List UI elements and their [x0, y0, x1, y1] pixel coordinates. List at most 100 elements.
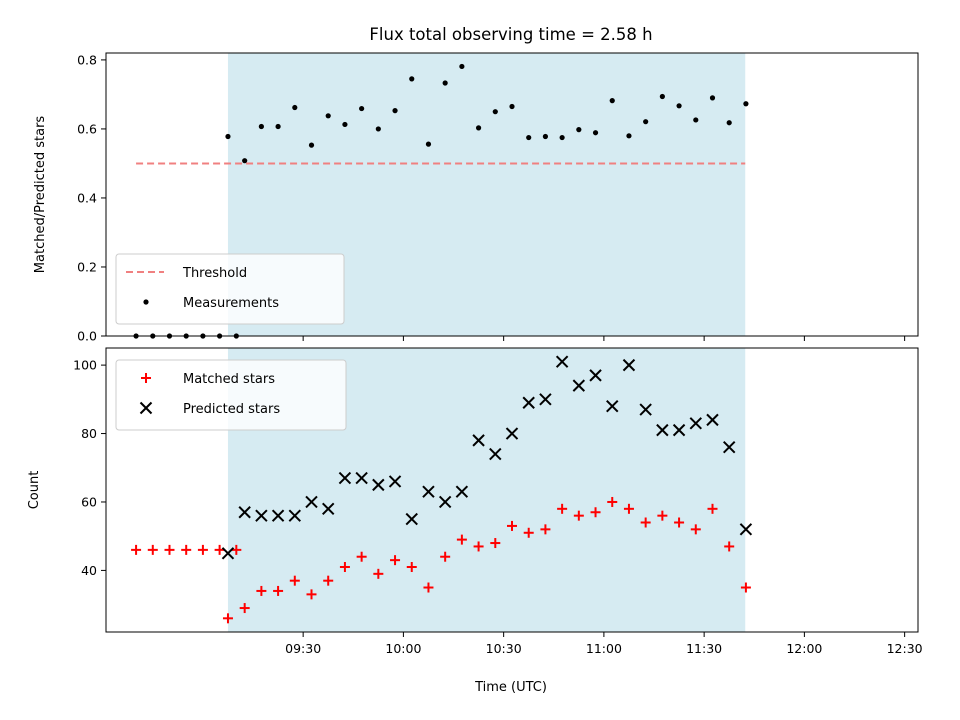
measurement-point	[693, 117, 699, 123]
matched-point	[640, 517, 651, 528]
measurement-point	[643, 119, 649, 125]
matched-point	[181, 544, 192, 555]
predicted-point	[472, 434, 485, 447]
x-tick-label: 10:30	[486, 641, 522, 656]
measurement-point	[659, 93, 665, 100]
measurement-point	[242, 158, 248, 164]
axes-frame	[105, 52, 919, 337]
legend: Matched stars Predicted stars	[115, 359, 347, 431]
matched-point	[131, 544, 142, 555]
matched-point	[557, 503, 568, 514]
matched-point	[473, 541, 484, 552]
predicted-point	[238, 506, 251, 519]
y-tick-label: 0.0	[77, 329, 97, 344]
predicted-point	[489, 447, 502, 461]
matched-point	[707, 503, 718, 514]
legend-label: Threshold	[182, 266, 247, 281]
predicted-point	[255, 509, 268, 522]
predicted-point	[355, 471, 368, 485]
y-tick-label: 80	[81, 426, 97, 441]
x-tick-label: 10:00	[385, 641, 421, 656]
matched-point	[289, 575, 300, 586]
predicted-point	[405, 512, 418, 526]
y-tick-label: 0.2	[77, 259, 97, 274]
measurement-point	[576, 127, 582, 133]
series-x-1	[221, 355, 753, 560]
measurement-point	[526, 134, 532, 141]
x-axis-label: Time (UTC)	[474, 680, 547, 695]
legend-matched-swatch	[141, 373, 151, 383]
predicted-point	[372, 478, 385, 492]
predicted-point	[739, 523, 753, 536]
predicted-point	[706, 413, 719, 427]
matched-point	[222, 613, 233, 624]
measurement-point	[308, 142, 315, 148]
measurement-point	[676, 103, 682, 109]
y-tick-label: 100	[73, 358, 97, 373]
matched-point	[674, 517, 685, 528]
predicted-point	[589, 369, 602, 382]
measurement-point	[475, 125, 482, 131]
matched-point	[423, 582, 434, 593]
matched-point	[373, 568, 384, 579]
measurement-point	[342, 121, 348, 128]
measurement-point	[592, 130, 599, 136]
measurement-point	[292, 104, 298, 111]
matched-point	[740, 582, 751, 593]
predicted-point	[689, 417, 702, 430]
predicted-point	[622, 358, 636, 372]
measurement-point	[359, 105, 365, 112]
y-axis-label: Matched/Predicted stars	[33, 116, 48, 274]
matched-point	[523, 527, 534, 538]
measurement-point	[375, 126, 381, 132]
measurement-point	[542, 133, 549, 140]
matched-point	[390, 555, 401, 566]
y-tick-label: 0.4	[77, 190, 97, 205]
matched-point	[306, 589, 317, 600]
matched-point	[356, 551, 367, 562]
predicted-point	[305, 495, 318, 509]
predicted-point	[438, 495, 452, 509]
predicted-point	[422, 485, 435, 498]
legend-box	[115, 359, 347, 431]
predicted-point	[522, 396, 535, 409]
x-tick-label: 12:00	[786, 641, 822, 656]
matched-point	[456, 534, 467, 545]
matched-point	[540, 524, 551, 535]
predicted-point	[539, 393, 552, 406]
matched-point	[406, 561, 417, 572]
measurement-point	[225, 133, 231, 140]
y-tick-label: 0.8	[77, 52, 97, 67]
measurement-point	[442, 80, 448, 86]
predicted-point	[388, 475, 402, 488]
predicted-point	[572, 379, 586, 392]
measurement-point	[425, 141, 432, 147]
axes-frame	[105, 347, 919, 633]
legend-measurements-swatch	[143, 299, 149, 305]
predicted-point	[271, 509, 285, 522]
y-tick-label: 0.6	[77, 121, 97, 136]
measurement-point	[258, 123, 264, 130]
predicted-point	[555, 355, 569, 368]
y-axis-label: Count	[27, 471, 42, 510]
matched-point	[724, 541, 735, 552]
predicted-point	[288, 509, 302, 522]
measurement-point	[709, 95, 716, 101]
matched-point	[440, 551, 451, 562]
matched-point	[690, 524, 701, 535]
series-plus-0	[131, 496, 751, 624]
predicted-point	[672, 423, 686, 437]
predicted-point	[606, 399, 619, 413]
x-tick-label: 11:00	[586, 641, 622, 656]
x-tick-label: 09:30	[285, 641, 321, 656]
measurement-point	[559, 134, 565, 141]
matched-point	[273, 585, 284, 596]
measurement-point	[492, 109, 498, 115]
predicted-point	[221, 547, 235, 560]
matched-point	[590, 507, 601, 518]
predicted-point	[322, 502, 335, 516]
matched-point	[623, 503, 634, 514]
matched-point	[607, 496, 618, 507]
matched-point	[490, 538, 501, 549]
predicted-point	[455, 485, 469, 498]
